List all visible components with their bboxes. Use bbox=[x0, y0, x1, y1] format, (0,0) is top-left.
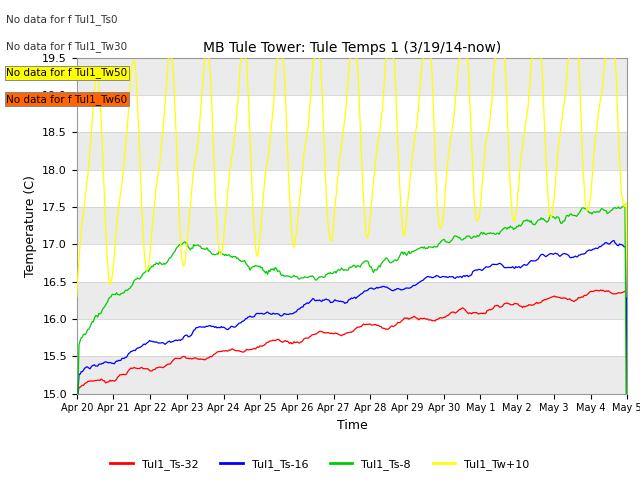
Bar bbox=[77, 282, 627, 319]
Y-axis label: Temperature (C): Temperature (C) bbox=[24, 175, 36, 276]
Text: No data for f Tul1_Tw60: No data for f Tul1_Tw60 bbox=[6, 94, 127, 105]
Bar bbox=[77, 207, 627, 244]
Legend: Tul1_Ts-32, Tul1_Ts-16, Tul1_Ts-8, Tul1_Tw+10: Tul1_Ts-32, Tul1_Ts-16, Tul1_Ts-8, Tul1_… bbox=[106, 455, 534, 474]
Text: No data for f Tul1_Tw30: No data for f Tul1_Tw30 bbox=[6, 41, 127, 52]
Bar bbox=[77, 58, 627, 95]
X-axis label: Time: Time bbox=[337, 419, 367, 432]
Bar bbox=[77, 356, 627, 394]
Text: No data for f Tul1_Tw50: No data for f Tul1_Tw50 bbox=[6, 67, 127, 78]
Title: MB Tule Tower: Tule Temps 1 (3/19/14-now): MB Tule Tower: Tule Temps 1 (3/19/14-now… bbox=[203, 41, 501, 55]
Text: No data for f Tul1_Ts0: No data for f Tul1_Ts0 bbox=[6, 14, 118, 25]
Bar bbox=[77, 132, 627, 169]
